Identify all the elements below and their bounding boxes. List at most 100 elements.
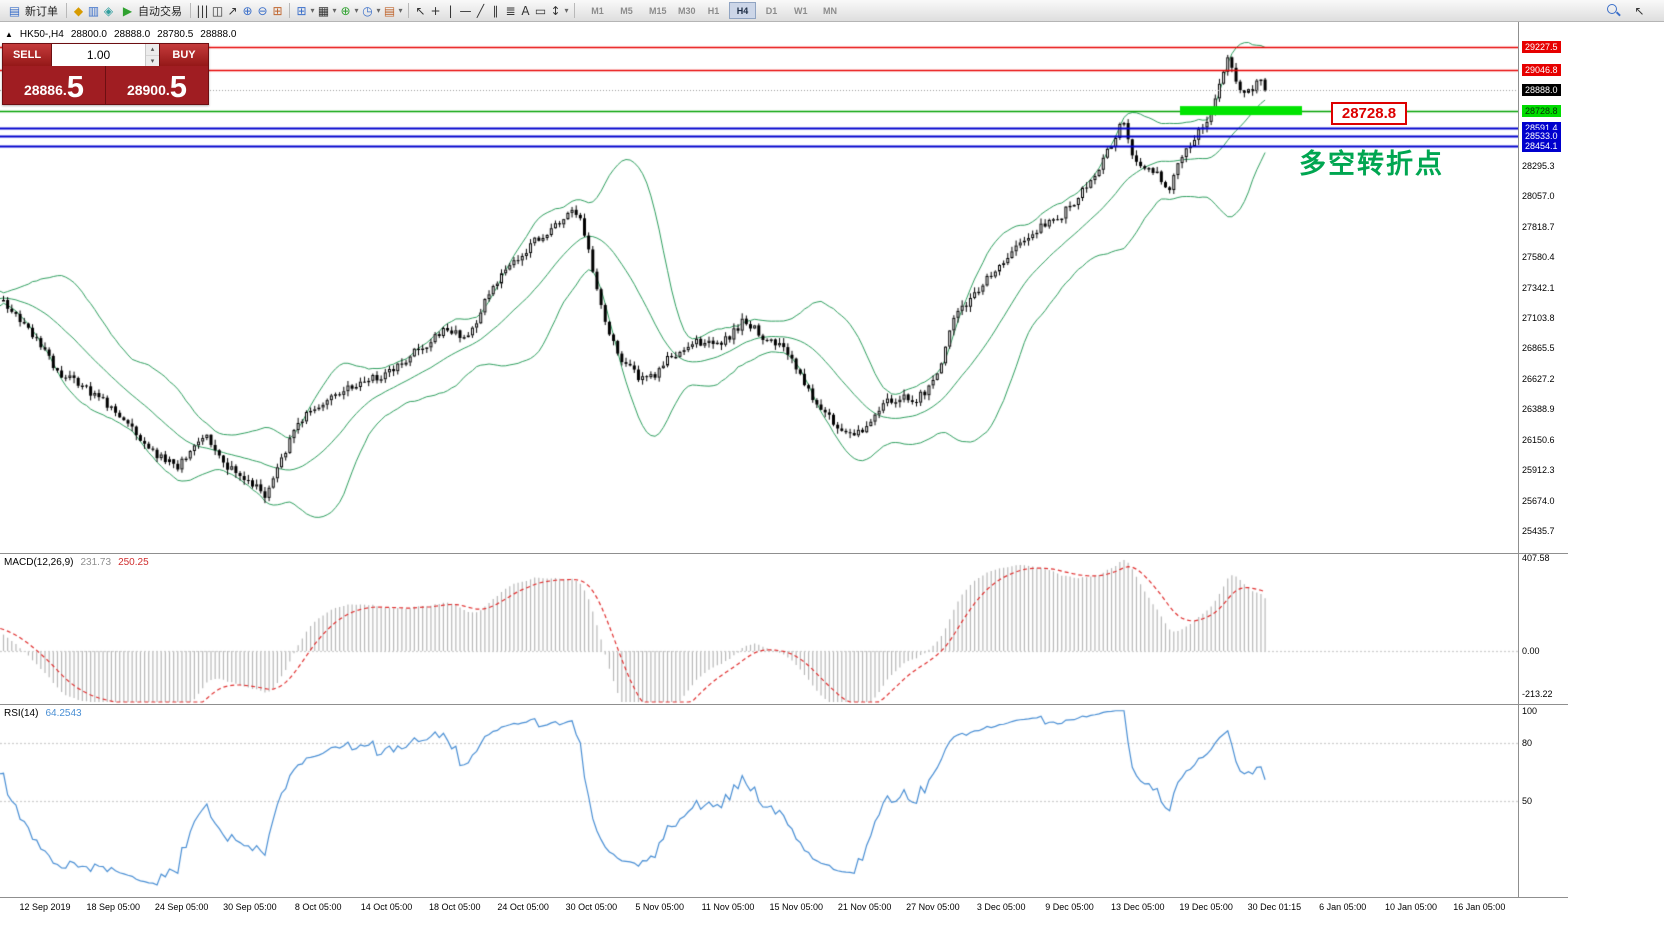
autotrading-button[interactable]: ▶ 自动交易 xyxy=(116,1,186,21)
trendline-tool-icon[interactable]: ╱ xyxy=(476,3,485,18)
chevron-down-icon[interactable]: ▾ xyxy=(354,5,359,15)
fibonacci-tool-icon[interactable]: ≣ xyxy=(505,3,516,18)
timeframe-mn[interactable]: MN xyxy=(816,2,843,19)
search-icon[interactable] xyxy=(1607,4,1620,17)
turning-point-annotation: 多空转折点 xyxy=(1299,149,1444,179)
autotrading-icon: ▶ xyxy=(122,3,133,18)
rsi-scale-label: 80 xyxy=(1522,738,1533,748)
text-tool-icon[interactable]: A xyxy=(521,3,530,18)
macd-panel-separator[interactable] xyxy=(0,553,1568,554)
price-annotation-tag[interactable]: 28728.8 xyxy=(1331,102,1407,125)
navigator-icon[interactable]: ◈ xyxy=(103,3,114,18)
volume-field: ▴ ▾ xyxy=(51,44,160,66)
bar-chart-icon[interactable]: ||| xyxy=(196,3,209,18)
price-scale-label: 27580.4 xyxy=(1522,252,1555,263)
new-order-button[interactable]: ▤ 新订单 xyxy=(3,1,62,21)
macd-scale-label: 407.58 xyxy=(1522,553,1550,563)
volume-up-icon[interactable]: ▴ xyxy=(146,44,159,56)
rsi-panel-separator[interactable] xyxy=(0,704,1568,705)
cursor-tool-icon[interactable]: ↖ xyxy=(415,3,426,18)
time-axis[interactable]: 12 Sep 2019 18 Sep 05:00 24 Sep 05:00 30 Se… xyxy=(0,897,1568,923)
new-chart-icon[interactable]: ⊞ xyxy=(296,3,307,18)
new-order-label: 新订单 xyxy=(25,5,58,18)
time-axis-label: 24 Oct 05:00 xyxy=(497,902,549,912)
sell-price-big-digit: 5 xyxy=(66,69,85,104)
chart-ohlc-header: ▲ HK50-,H4 28800.0 28888.0 28780.5 28888… xyxy=(5,29,236,40)
rsi-scale-label: 100 xyxy=(1522,706,1538,716)
main-toolbar: ▤ 新订单 ◆ ▥ ◈ ▶ 自动交易 ||| ◫ ↗ ⊕ ⊖ ⊞ ⊞ ▾ ▦ ▾… xyxy=(0,0,1664,22)
sell-price-main: 28886. xyxy=(23,82,67,98)
time-axis-label: 21 Nov 05:00 xyxy=(837,902,892,912)
zoom-in-icon[interactable]: ⊕ xyxy=(242,3,253,18)
chevron-down-icon[interactable]: ▾ xyxy=(398,5,403,15)
crosshair-tool-icon[interactable]: + xyxy=(430,3,441,18)
price-scale-label: 26865.5 xyxy=(1522,343,1555,354)
buy-button[interactable]: BUY xyxy=(160,44,208,66)
time-axis-label: 13 Dec 05:00 xyxy=(1111,902,1165,912)
one-click-trading-panel: SELL ▴ ▾ BUY 28886.5 28900.5 xyxy=(2,43,209,105)
line-chart-icon[interactable]: ↗ xyxy=(227,3,238,18)
timeframe-m15[interactable]: M15 xyxy=(642,2,669,19)
time-axis-label: 16 Jan 05:00 xyxy=(1453,902,1506,912)
price-level-label: 29227.5 xyxy=(1522,40,1561,53)
data-window-icon[interactable]: ▥ xyxy=(87,3,100,18)
buy-price-big-digit: 5 xyxy=(169,69,188,104)
profiles-icon[interactable]: ▦ xyxy=(317,3,330,18)
macd-main-value: 231.73 xyxy=(80,557,112,568)
horizontal-line-tool-icon[interactable]: — xyxy=(459,3,472,18)
chevron-down-icon[interactable]: ▾ xyxy=(310,5,315,15)
templates-icon[interactable]: ▤ xyxy=(383,3,396,18)
rsi-name: RSI(14) xyxy=(4,708,39,719)
price-chart-canvas[interactable] xyxy=(0,22,1518,897)
market-watch-icon[interactable]: ◆ xyxy=(73,3,84,18)
volume-down-icon[interactable]: ▾ xyxy=(146,55,159,66)
volume-input[interactable] xyxy=(52,44,145,66)
rsi-scale-label: 50 xyxy=(1522,796,1533,806)
arrows-tool-icon[interactable]: ↕ xyxy=(550,3,561,18)
macd-scale-label: 0.00 xyxy=(1522,646,1540,656)
channel-tool-icon[interactable]: ∥ xyxy=(492,3,499,18)
timeframe-m30[interactable]: M30 xyxy=(671,2,698,19)
toolbar-separator xyxy=(289,3,290,18)
chart-close-value: 28888.0 xyxy=(200,29,237,40)
time-axis-label: 19 Dec 05:00 xyxy=(1179,902,1233,912)
macd-signal-value: 250.25 xyxy=(118,557,149,568)
time-axis-label: 30 Oct 05:00 xyxy=(565,902,618,912)
timeframe-m5[interactable]: M5 xyxy=(613,2,640,19)
price-scale-label: 27818.7 xyxy=(1522,221,1555,232)
price-scale[interactable]: 28295.3 28057.0 27818.7 27580.4 27342.1 27103… xyxy=(1518,0,1664,944)
time-axis-label: 14 Oct 05:00 xyxy=(360,902,413,912)
chevron-down-icon[interactable]: ▾ xyxy=(564,5,569,15)
candlestick-chart-icon[interactable]: ◫ xyxy=(211,3,224,18)
chevron-down-icon[interactable]: ▾ xyxy=(376,5,381,15)
timeframe-d1[interactable]: D1 xyxy=(758,2,785,19)
indicators-icon[interactable]: ⊕ xyxy=(340,3,351,18)
sell-price[interactable]: 28886. 5 xyxy=(3,66,106,104)
macd-name: MACD(12,26,9) xyxy=(4,557,74,568)
time-axis-label: 30 Sep 05:00 xyxy=(223,902,277,912)
periods-icon[interactable]: ◷ xyxy=(362,3,373,18)
toolbar-right-group: ↖ xyxy=(1607,1,1661,21)
time-axis-label: 3 Dec 05:00 xyxy=(976,902,1026,912)
time-axis-label: 24 Sep 05:00 xyxy=(154,902,209,912)
time-axis-separator xyxy=(0,897,1568,898)
rsi-indicator-label: RSI(14) 64.2543 xyxy=(4,708,82,719)
buy-price[interactable]: 28900. 5 xyxy=(106,66,208,104)
vertical-line-tool-icon[interactable]: | xyxy=(448,3,453,18)
timeframe-h4[interactable]: H4 xyxy=(729,2,756,19)
timeframe-m1[interactable]: M1 xyxy=(584,2,611,19)
toolbar-separator xyxy=(574,3,575,18)
timeframe-w1[interactable]: W1 xyxy=(787,2,814,19)
price-scale-label: 28295.3 xyxy=(1522,160,1555,171)
chart-low-value: 28780.5 xyxy=(157,29,194,40)
collapse-panel-icon[interactable]: ▲ xyxy=(5,30,13,39)
pointer-icon[interactable]: ↖ xyxy=(1634,3,1645,18)
timeframe-h1[interactable]: H1 xyxy=(700,2,727,19)
label-tool-icon[interactable]: ▭ xyxy=(534,3,547,18)
tile-windows-icon[interactable]: ⊞ xyxy=(272,3,283,18)
time-axis-label: 8 Oct 05:00 xyxy=(294,902,342,912)
chevron-down-icon[interactable]: ▾ xyxy=(332,5,337,15)
zoom-out-icon[interactable]: ⊖ xyxy=(257,3,268,18)
price-scale-label: 26627.2 xyxy=(1522,373,1555,384)
sell-button[interactable]: SELL xyxy=(3,44,51,66)
